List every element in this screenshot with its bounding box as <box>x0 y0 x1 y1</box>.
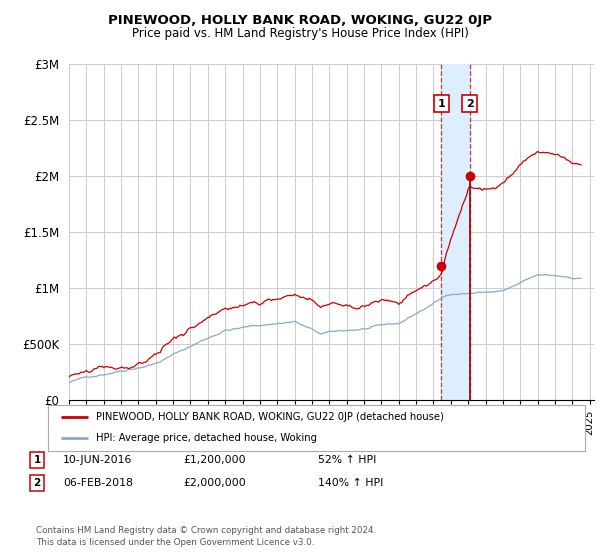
Text: £1,200,000: £1,200,000 <box>183 455 245 465</box>
Text: 2: 2 <box>34 478 41 488</box>
Text: 140% ↑ HPI: 140% ↑ HPI <box>318 478 383 488</box>
Text: 10-JUN-2016: 10-JUN-2016 <box>63 455 133 465</box>
Text: 52% ↑ HPI: 52% ↑ HPI <box>318 455 376 465</box>
Text: 1: 1 <box>437 99 445 109</box>
Text: Contains HM Land Registry data © Crown copyright and database right 2024.
This d: Contains HM Land Registry data © Crown c… <box>36 526 376 547</box>
Text: PINEWOOD, HOLLY BANK ROAD, WOKING, GU22 0JP (detached house): PINEWOOD, HOLLY BANK ROAD, WOKING, GU22 … <box>97 412 444 422</box>
Text: PINEWOOD, HOLLY BANK ROAD, WOKING, GU22 0JP: PINEWOOD, HOLLY BANK ROAD, WOKING, GU22 … <box>108 14 492 27</box>
Text: £2,000,000: £2,000,000 <box>183 478 246 488</box>
Text: 1: 1 <box>34 455 41 465</box>
Text: HPI: Average price, detached house, Woking: HPI: Average price, detached house, Woki… <box>97 433 317 444</box>
Text: 06-FEB-2018: 06-FEB-2018 <box>63 478 133 488</box>
Bar <box>442 64 470 400</box>
Text: 2: 2 <box>466 99 473 109</box>
Text: Price paid vs. HM Land Registry's House Price Index (HPI): Price paid vs. HM Land Registry's House … <box>131 27 469 40</box>
